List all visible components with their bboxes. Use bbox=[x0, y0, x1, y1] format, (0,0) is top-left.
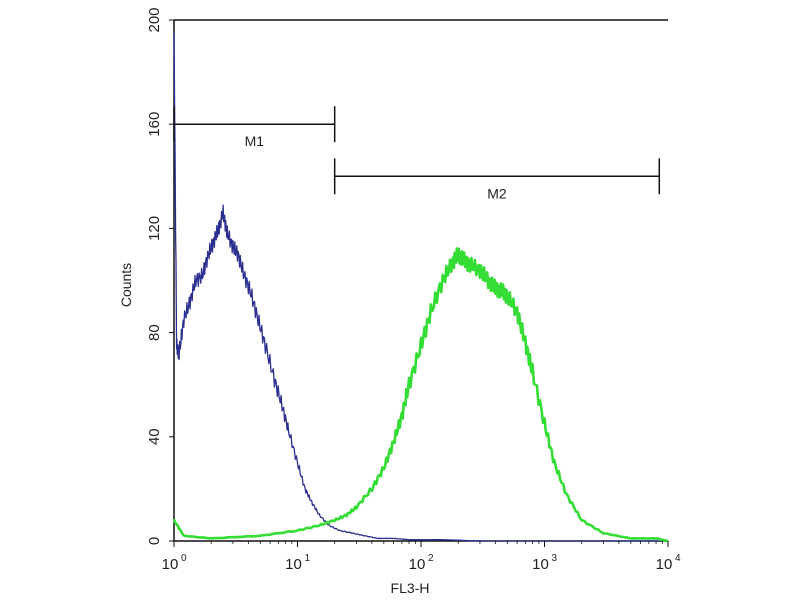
histogram-series-1 bbox=[173, 32, 668, 542]
y-tick-label: 80 bbox=[146, 324, 163, 341]
y-tick-label: 160 bbox=[146, 112, 163, 137]
y-axis-label: Counts bbox=[118, 263, 134, 307]
x-tick-label: 10 bbox=[656, 556, 673, 573]
gate-label-m2: M2 bbox=[487, 185, 507, 201]
x-tick-label: 10 bbox=[285, 556, 302, 573]
gate-label-m1: M1 bbox=[245, 133, 265, 149]
histogram-series-2 bbox=[172, 247, 669, 543]
y-tick-label: 120 bbox=[146, 216, 163, 241]
x-tick-exponent: 1 bbox=[305, 553, 311, 564]
x-axis-label: FL3-H bbox=[391, 580, 430, 596]
x-tick-exponent: 4 bbox=[675, 553, 681, 564]
series-layer bbox=[172, 32, 669, 543]
x-tick-exponent: 0 bbox=[181, 553, 187, 564]
y-tick-label: 40 bbox=[146, 428, 163, 445]
y-tick-label: 200 bbox=[146, 7, 163, 32]
x-tick-label: 10 bbox=[409, 556, 426, 573]
axes bbox=[173, 19, 668, 542]
x-tick-exponent: 2 bbox=[428, 553, 434, 564]
x-tick-exponent: 3 bbox=[552, 553, 558, 564]
gates-layer: M1 M2 bbox=[173, 106, 661, 201]
x-tick-label: 10 bbox=[532, 556, 549, 573]
x-tick-label: 10 bbox=[162, 556, 179, 573]
y-tick-label: 0 bbox=[146, 537, 163, 545]
